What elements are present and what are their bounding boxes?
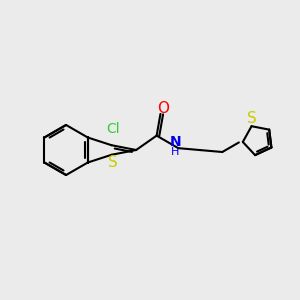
Text: S: S — [247, 111, 256, 126]
Text: H: H — [171, 147, 179, 157]
Text: O: O — [157, 101, 169, 116]
Text: S: S — [108, 154, 118, 169]
Text: N: N — [169, 135, 181, 149]
Text: Cl: Cl — [106, 122, 120, 136]
